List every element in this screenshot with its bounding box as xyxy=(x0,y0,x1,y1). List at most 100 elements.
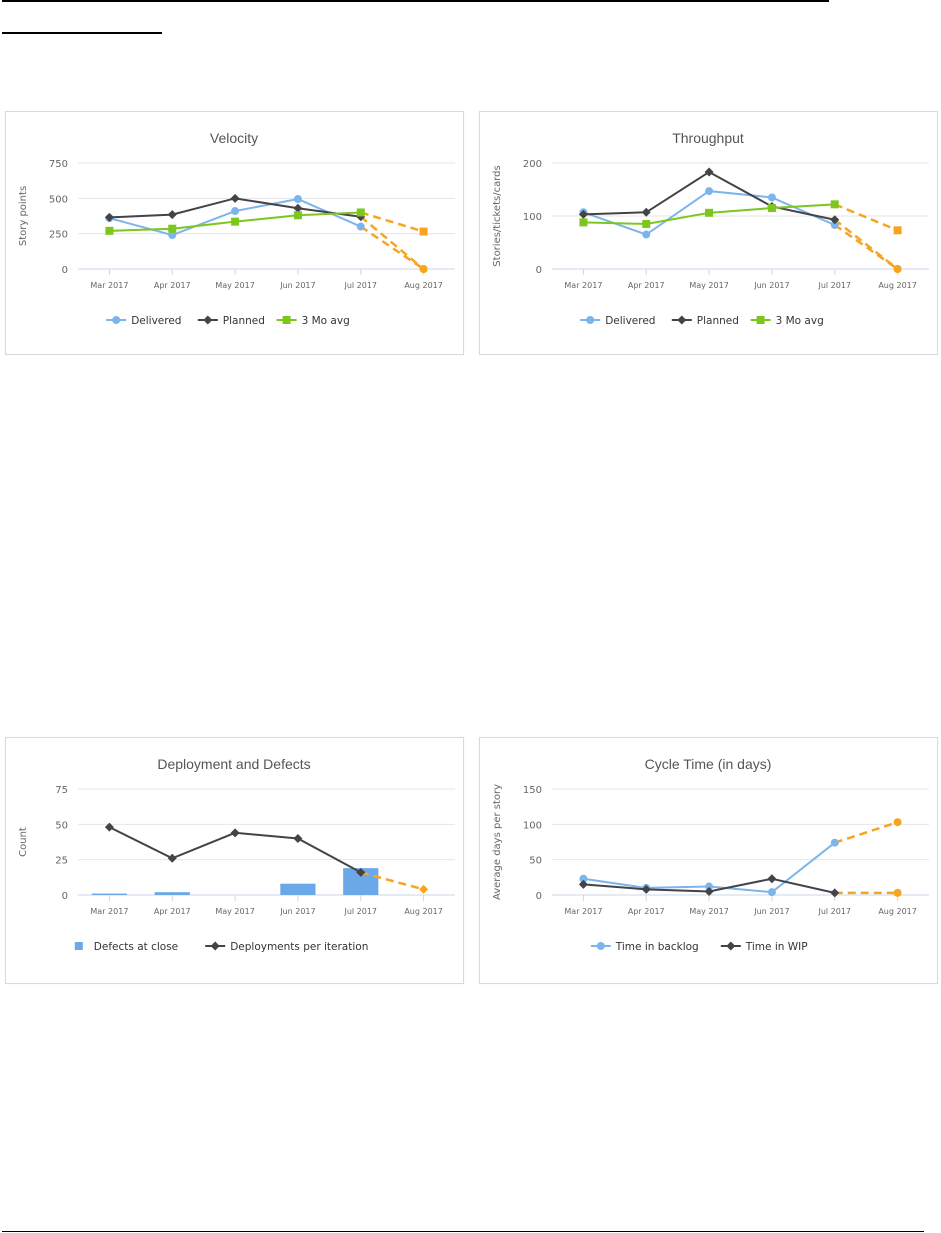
legend-marker-icon xyxy=(112,316,121,324)
page-heading-underline xyxy=(2,32,162,34)
x-tick-label: Jul 2017 xyxy=(343,281,377,290)
x-tick-label: Mar 2017 xyxy=(564,907,602,916)
data-point-3-mo-avg xyxy=(105,226,114,235)
data-point-3-mo-avg xyxy=(642,219,651,228)
legend-item-delivered: Delivered xyxy=(580,315,655,327)
x-tick-label: Aug 2017 xyxy=(878,907,917,916)
legend-marker-icon xyxy=(210,941,220,951)
chart-title: Velocity xyxy=(210,130,258,146)
x-tick-label: Jul 2017 xyxy=(817,907,851,916)
forecast-line-3-mo-avg xyxy=(834,203,899,232)
y-tick-label: 200 xyxy=(523,159,542,170)
legend-marker-icon xyxy=(677,315,687,325)
y-tick-label: 75 xyxy=(55,785,68,796)
forecast-line-deployments-per-iteration xyxy=(360,871,424,891)
legend-item-planned: Planned xyxy=(671,315,739,327)
legend-item-time-in-wip: Time in WIP xyxy=(720,941,808,953)
forecast-point-planned xyxy=(893,265,902,273)
x-tick-label: Jun 2017 xyxy=(279,907,315,916)
legend-label: Time in backlog xyxy=(615,941,699,953)
legend: Delivered Planned 3 Mo avg xyxy=(106,315,350,327)
y-tick-label: 100 xyxy=(523,820,542,831)
data-point-time-in-wip xyxy=(767,874,777,884)
data-point-delivered xyxy=(231,207,240,216)
throughput-chart-panel: Throughput Stories/tickets/cards 0 100 200 Ma… xyxy=(479,111,938,355)
forecast-point-3-mo-avg xyxy=(419,227,428,236)
y-tick-label: 100 xyxy=(523,212,542,223)
velocity-chart: Velocity Story points 0 250 500 750 Mar 2017 Ap… xyxy=(18,130,455,327)
y-tick-label: 0 xyxy=(62,265,68,276)
legend: Defects at close Deployments per iteratio… xyxy=(74,941,368,953)
deployment-defects-chart: Deployment and Defects Count 0 25 50 75 Mar 20… xyxy=(18,756,455,953)
data-point-planned xyxy=(167,210,177,220)
x-tick-label: May 2017 xyxy=(689,281,728,290)
legend-marker-icon xyxy=(726,941,736,951)
x-tick-label: Apr 2017 xyxy=(154,907,191,916)
data-point-time-in-wip xyxy=(830,888,840,898)
data-point-time-in-wip xyxy=(641,884,651,894)
y-axis-label: Count xyxy=(18,827,29,857)
x-tick-label: Jun 2017 xyxy=(753,281,789,290)
throughput-chart: Throughput Stories/tickets/cards 0 100 200 Ma… xyxy=(492,130,929,327)
legend-marker-icon xyxy=(596,942,605,950)
legend-label: 3 Mo avg xyxy=(776,315,824,327)
x-tick-label: Aug 2017 xyxy=(404,281,443,290)
forecast-point-deployments-per-iteration xyxy=(419,884,429,894)
y-tick-label: 0 xyxy=(62,891,68,902)
cycle-time-chart-panel: Cycle Time (in days) Average days per sto… xyxy=(479,737,938,984)
data-point-deployments-per-iteration xyxy=(167,853,177,863)
data-point-planned xyxy=(578,209,588,219)
data-point-3-mo-avg xyxy=(579,218,588,227)
legend-label: Delivered xyxy=(605,315,655,327)
data-point-planned xyxy=(830,215,840,225)
legend-item-3-mo-avg: 3 Mo avg xyxy=(276,315,350,327)
data-point-3-mo-avg xyxy=(830,200,839,209)
data-point-delivered xyxy=(705,187,714,196)
x-tick-label: May 2017 xyxy=(215,907,254,916)
legend-label: Delivered xyxy=(131,315,181,327)
data-point-deployments-per-iteration xyxy=(104,822,114,832)
data-point-delivered xyxy=(642,230,651,239)
legend-label: Defects at close xyxy=(94,941,178,953)
legend-item-delivered: Delivered xyxy=(106,315,181,327)
data-point-deployments-per-iteration xyxy=(293,833,303,843)
legend-label: Planned xyxy=(697,315,739,327)
x-tick-label: Apr 2017 xyxy=(154,281,191,290)
x-tick-label: Aug 2017 xyxy=(878,281,917,290)
data-point-planned xyxy=(104,212,114,222)
data-point-planned xyxy=(641,207,651,217)
data-point-delivered xyxy=(767,193,776,202)
y-tick-label: 0 xyxy=(536,891,542,902)
forecast-point-3-mo-avg xyxy=(893,226,902,235)
data-point-time-in-backlog xyxy=(767,888,776,897)
y-tick-label: 25 xyxy=(55,856,68,867)
x-tick-label: Aug 2017 xyxy=(404,907,443,916)
legend-marker-icon xyxy=(586,316,595,324)
x-tick-label: Jun 2017 xyxy=(753,907,789,916)
forecast-line-3-mo-avg xyxy=(360,211,424,233)
page-top-rule xyxy=(2,0,829,2)
legend-label: 3 Mo avg xyxy=(302,315,350,327)
bar-defects-at-close xyxy=(280,883,316,895)
page-bottom-rule xyxy=(2,1231,924,1232)
data-point-time-in-backlog xyxy=(830,838,839,847)
legend-item-time-in-backlog: Time in backlog xyxy=(590,941,699,953)
x-tick-label: May 2017 xyxy=(215,281,254,290)
y-tick-label: 150 xyxy=(523,785,542,796)
y-tick-label: 250 xyxy=(49,230,68,241)
forecast-line-planned xyxy=(833,218,899,270)
y-tick-label: 50 xyxy=(529,856,542,867)
data-point-3-mo-avg xyxy=(231,217,240,226)
forecast-line-planned xyxy=(359,215,425,270)
legend-marker-icon xyxy=(756,316,765,324)
data-point-deployments-per-iteration xyxy=(230,828,240,838)
forecast-point-time-in-wip xyxy=(893,888,902,897)
data-point-planned xyxy=(704,167,714,177)
legend-item-planned: Planned xyxy=(197,315,265,327)
chart-title: Cycle Time (in days) xyxy=(645,756,772,772)
legend-marker-icon xyxy=(282,316,291,324)
data-point-planned xyxy=(230,193,240,203)
forecast-point-time-in-backlog xyxy=(893,818,902,827)
data-point-deployments-per-iteration xyxy=(356,867,366,877)
data-point-3-mo-avg xyxy=(293,211,302,220)
